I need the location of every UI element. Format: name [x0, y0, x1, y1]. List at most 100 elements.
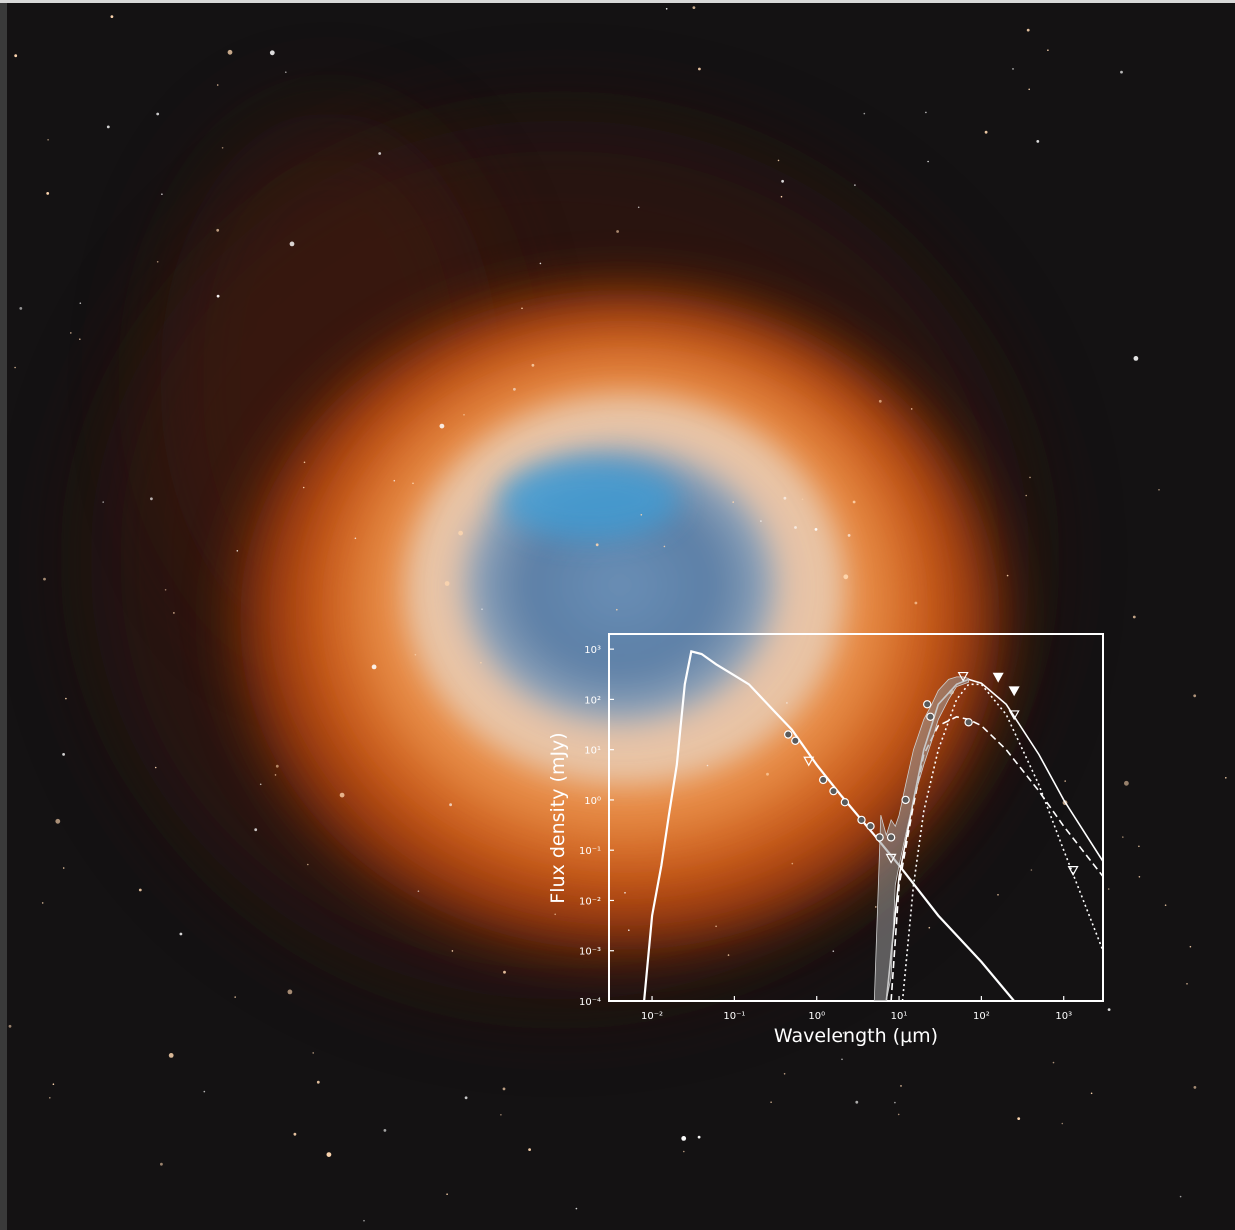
star — [766, 772, 769, 776]
star — [173, 612, 175, 614]
data-point-circle — [923, 700, 932, 709]
star — [316, 1080, 320, 1084]
star — [49, 1097, 51, 1099]
y-tick-label: 10³ — [584, 645, 601, 656]
star — [897, 1113, 900, 1116]
star — [168, 1053, 174, 1058]
star — [164, 589, 167, 591]
star — [156, 261, 159, 263]
y-tick-label: 10¹ — [584, 746, 601, 757]
star — [539, 262, 542, 265]
star — [312, 1052, 315, 1054]
star — [1179, 1195, 1182, 1198]
star — [832, 950, 835, 952]
star — [221, 147, 224, 149]
star — [449, 803, 452, 807]
star — [46, 192, 50, 195]
star — [150, 497, 153, 501]
star — [106, 125, 110, 129]
star — [289, 241, 295, 247]
star — [521, 307, 523, 310]
star — [1052, 1061, 1055, 1064]
star — [1028, 88, 1030, 91]
star — [285, 71, 287, 73]
star — [1090, 1092, 1093, 1095]
star — [1017, 1117, 1021, 1120]
x-tick-label: 10⁰ — [808, 1011, 825, 1022]
star — [203, 1090, 206, 1093]
star — [781, 179, 784, 183]
star — [1225, 777, 1227, 779]
star — [234, 996, 236, 998]
star — [595, 543, 599, 547]
star — [464, 1096, 468, 1100]
data-point-circle — [819, 775, 828, 785]
star — [1138, 845, 1140, 848]
star — [363, 1219, 365, 1222]
star — [378, 152, 382, 155]
star — [1047, 49, 1049, 51]
star — [1061, 1122, 1064, 1125]
star-field — [8, 6, 1227, 1222]
star — [1189, 945, 1192, 948]
star — [161, 193, 163, 195]
plot-area — [643, 650, 1103, 1001]
star — [692, 6, 696, 9]
solid-line-series — [885, 678, 1103, 1001]
star — [1132, 615, 1136, 619]
star — [439, 423, 445, 429]
star — [55, 818, 61, 824]
star — [786, 702, 788, 704]
star — [65, 697, 67, 700]
star — [575, 1207, 578, 1210]
star — [1186, 983, 1188, 985]
star — [354, 537, 357, 540]
y-tick-label: 10⁻⁴ — [579, 997, 601, 1008]
star — [287, 989, 293, 995]
star — [62, 867, 65, 869]
star — [216, 84, 219, 86]
star — [760, 520, 762, 522]
star — [371, 664, 377, 670]
star — [1026, 28, 1030, 32]
star — [997, 894, 999, 896]
star — [307, 863, 309, 866]
star — [463, 414, 465, 416]
star — [227, 49, 233, 55]
star — [1193, 1086, 1197, 1089]
y-tick-label: 10⁻³ — [579, 947, 601, 958]
star — [1120, 70, 1123, 74]
star — [414, 653, 417, 656]
star — [681, 1136, 687, 1141]
star — [875, 906, 877, 908]
star — [446, 1193, 448, 1195]
star — [79, 302, 82, 305]
star — [914, 601, 918, 605]
star — [102, 501, 104, 503]
dotted-line-series — [901, 683, 1103, 1001]
star — [70, 332, 72, 334]
star — [616, 608, 618, 611]
data-point-upper-limit — [803, 756, 815, 767]
star — [683, 1150, 685, 1153]
y-tick-label: 10⁰ — [584, 796, 601, 807]
star — [393, 479, 396, 482]
star — [1012, 68, 1014, 70]
star — [293, 1132, 297, 1136]
star — [780, 195, 783, 198]
star — [1029, 476, 1031, 479]
star — [1107, 1008, 1111, 1011]
star — [41, 902, 44, 904]
data-point-circle — [784, 730, 793, 739]
star — [715, 925, 717, 928]
star — [528, 1148, 531, 1151]
star — [156, 112, 160, 116]
star — [663, 545, 666, 548]
star — [274, 774, 277, 776]
data-point-circle — [886, 833, 896, 842]
star — [1193, 694, 1197, 698]
star — [640, 514, 643, 516]
data-point-upper-limit — [957, 671, 969, 682]
star — [383, 1129, 387, 1132]
